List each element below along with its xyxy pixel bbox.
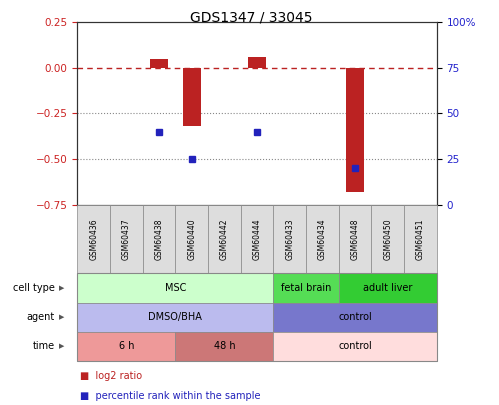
Text: time: time (33, 341, 55, 351)
Text: GSM60444: GSM60444 (252, 218, 261, 260)
Text: ■  percentile rank within the sample: ■ percentile rank within the sample (80, 391, 260, 401)
Bar (183, 68, 201, 126)
Text: GSM60451: GSM60451 (416, 218, 425, 260)
Text: fetal brain: fetal brain (281, 283, 331, 293)
Bar (346, 68, 364, 192)
Text: 48 h: 48 h (214, 341, 235, 351)
Text: cell type: cell type (13, 283, 55, 293)
Text: ▶: ▶ (59, 343, 64, 349)
Text: GSM60450: GSM60450 (383, 218, 392, 260)
Text: agent: agent (26, 312, 55, 322)
Text: GSM60437: GSM60437 (122, 218, 131, 260)
Text: GSM60436: GSM60436 (89, 218, 98, 260)
Text: DMSO/BHA: DMSO/BHA (148, 312, 202, 322)
Text: GSM60442: GSM60442 (220, 218, 229, 260)
Text: GSM60448: GSM60448 (350, 218, 359, 260)
Bar (248, 57, 266, 68)
Text: ■  log2 ratio: ■ log2 ratio (80, 371, 142, 381)
Text: control: control (338, 312, 372, 322)
Text: GSM60433: GSM60433 (285, 218, 294, 260)
Text: GSM60434: GSM60434 (318, 218, 327, 260)
Text: control: control (338, 341, 372, 351)
Text: GDS1347 / 33045: GDS1347 / 33045 (190, 10, 312, 24)
Text: MSC: MSC (165, 283, 186, 293)
Text: GSM60438: GSM60438 (155, 218, 164, 260)
Text: 6 h: 6 h (119, 341, 134, 351)
Bar (150, 59, 168, 68)
Text: ▶: ▶ (59, 285, 64, 291)
Text: GSM60440: GSM60440 (187, 218, 196, 260)
Text: ▶: ▶ (59, 314, 64, 320)
Text: adult liver: adult liver (363, 283, 412, 293)
